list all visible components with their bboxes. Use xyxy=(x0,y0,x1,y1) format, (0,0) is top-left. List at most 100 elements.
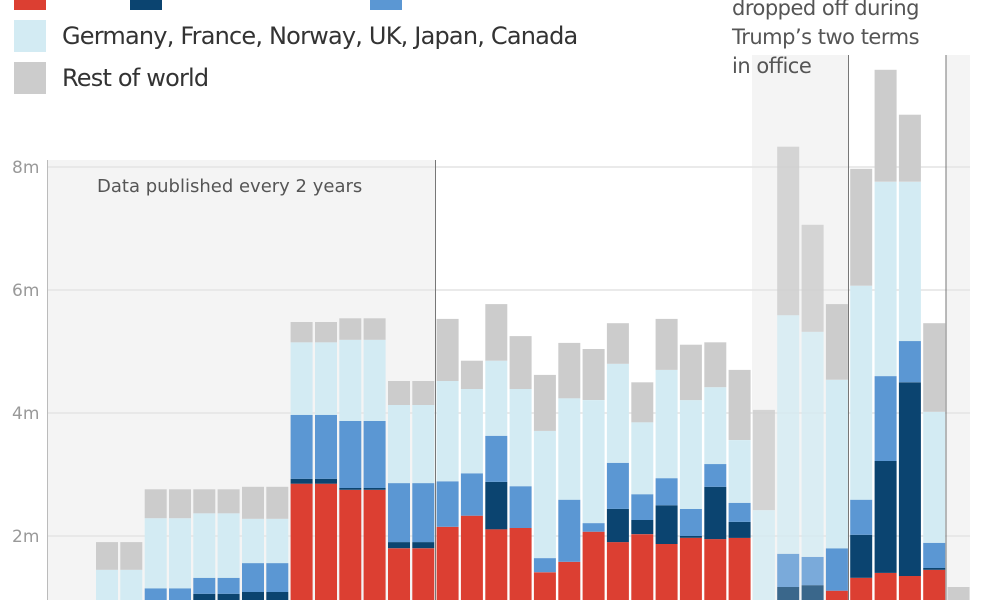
legend-swatch xyxy=(14,62,46,94)
bar-segment xyxy=(533,430,556,559)
bar-segment xyxy=(509,486,532,528)
bar-segment xyxy=(631,422,654,495)
bar-segment xyxy=(777,587,800,600)
bar-segment xyxy=(436,318,459,381)
bar-segment xyxy=(144,489,167,519)
legend-item xyxy=(14,0,62,10)
bar-segment xyxy=(436,526,459,600)
bar-segment xyxy=(120,542,143,570)
bar-segment xyxy=(850,168,873,286)
bar-segment xyxy=(655,505,678,544)
legend-item: Rest of world xyxy=(14,62,209,94)
trump-annotation: dropped off during Trump’s two terms in … xyxy=(732,0,920,81)
bar-segment xyxy=(606,323,629,364)
bar-segment xyxy=(266,518,289,564)
bar-segment xyxy=(631,520,654,535)
bar-segment xyxy=(485,360,508,436)
bar-segment xyxy=(679,537,702,600)
bar-segment xyxy=(460,515,483,600)
bar-segment xyxy=(825,590,848,600)
bar-segment xyxy=(923,542,946,568)
bar-segment xyxy=(388,405,410,484)
bar-segment xyxy=(388,381,410,405)
bar-segment xyxy=(412,381,435,405)
bar-segment xyxy=(606,508,629,543)
bar-segment xyxy=(533,558,556,573)
bar-segment xyxy=(655,478,678,506)
bar-segment xyxy=(679,344,702,401)
bar-segment xyxy=(96,542,118,570)
y-tick-label: 2m xyxy=(12,527,39,547)
bar-segment xyxy=(777,553,800,587)
bar-segment xyxy=(339,489,362,600)
bar-segment xyxy=(460,473,483,516)
bar-segment xyxy=(217,577,240,594)
bar-segment xyxy=(242,518,264,564)
bar-segment xyxy=(874,181,897,377)
bar-segment xyxy=(801,224,824,332)
bar-segment xyxy=(315,342,337,415)
bar-segment xyxy=(606,542,629,600)
bar-segment xyxy=(509,528,532,600)
bar-segment xyxy=(485,435,508,482)
bar-segment xyxy=(655,544,678,600)
bar-segment xyxy=(485,529,508,600)
y-tick-label: 6m xyxy=(12,281,39,301)
annotation-line: Trump’s two terms xyxy=(732,25,920,49)
bar-segment xyxy=(777,315,800,554)
bar-segment xyxy=(266,486,289,519)
legend-label: Germany, France, Norway, UK, Japan, Cana… xyxy=(62,22,578,50)
bar-segment xyxy=(874,376,897,461)
bar-segment xyxy=(533,374,556,431)
bar-segment xyxy=(558,398,581,500)
bar-segment xyxy=(679,508,702,536)
bar-segment xyxy=(193,513,216,578)
bar-segment xyxy=(412,405,435,484)
bar-segment xyxy=(388,542,410,549)
bar-segment xyxy=(412,483,435,543)
region-label: Data published every 2 years xyxy=(97,176,362,197)
bar-segment xyxy=(193,489,216,514)
bar-segment xyxy=(898,181,921,342)
bar-segment xyxy=(363,318,386,340)
bar-segment xyxy=(704,539,727,600)
bar-segment xyxy=(96,569,118,600)
bar-segment xyxy=(923,569,946,600)
bar-segment xyxy=(290,322,313,343)
bar-segment xyxy=(217,513,240,578)
bar-segment xyxy=(388,548,410,600)
bar-segment xyxy=(363,488,386,490)
bar-segment xyxy=(436,481,459,527)
bar-segment xyxy=(290,478,313,484)
bar-segment xyxy=(728,369,751,440)
bar-segment xyxy=(825,379,848,549)
bar-segment xyxy=(558,342,581,399)
bar-segment xyxy=(217,489,240,514)
bar-segment xyxy=(728,440,751,503)
bar-segment xyxy=(193,593,216,600)
bar-segment xyxy=(363,421,386,488)
bar-segment xyxy=(850,534,873,578)
legend-item: Germany, France, Norway, UK, Japan, Cana… xyxy=(14,20,578,52)
bar-segment xyxy=(631,382,654,423)
bar-segment xyxy=(412,542,435,549)
bar-segment xyxy=(777,146,800,316)
bar-segment xyxy=(558,561,581,600)
bar-segment xyxy=(315,483,337,600)
legend-label: Rest of world xyxy=(62,64,209,92)
annotation-line: dropped off during xyxy=(732,0,920,20)
bar-segment xyxy=(315,322,337,343)
bar-segment xyxy=(290,342,313,415)
bar-segment xyxy=(850,499,873,535)
bar-segment xyxy=(874,572,897,600)
bar-segment xyxy=(606,363,629,463)
bar-segment xyxy=(412,548,435,600)
bar-segment xyxy=(144,588,167,600)
bar-segment xyxy=(801,556,824,586)
bar-segment xyxy=(923,411,946,543)
bar-segment xyxy=(801,331,824,557)
bar-segment xyxy=(898,114,921,182)
bar-segment xyxy=(704,387,727,465)
bar-segment xyxy=(655,318,678,370)
bar-segment xyxy=(533,572,556,600)
